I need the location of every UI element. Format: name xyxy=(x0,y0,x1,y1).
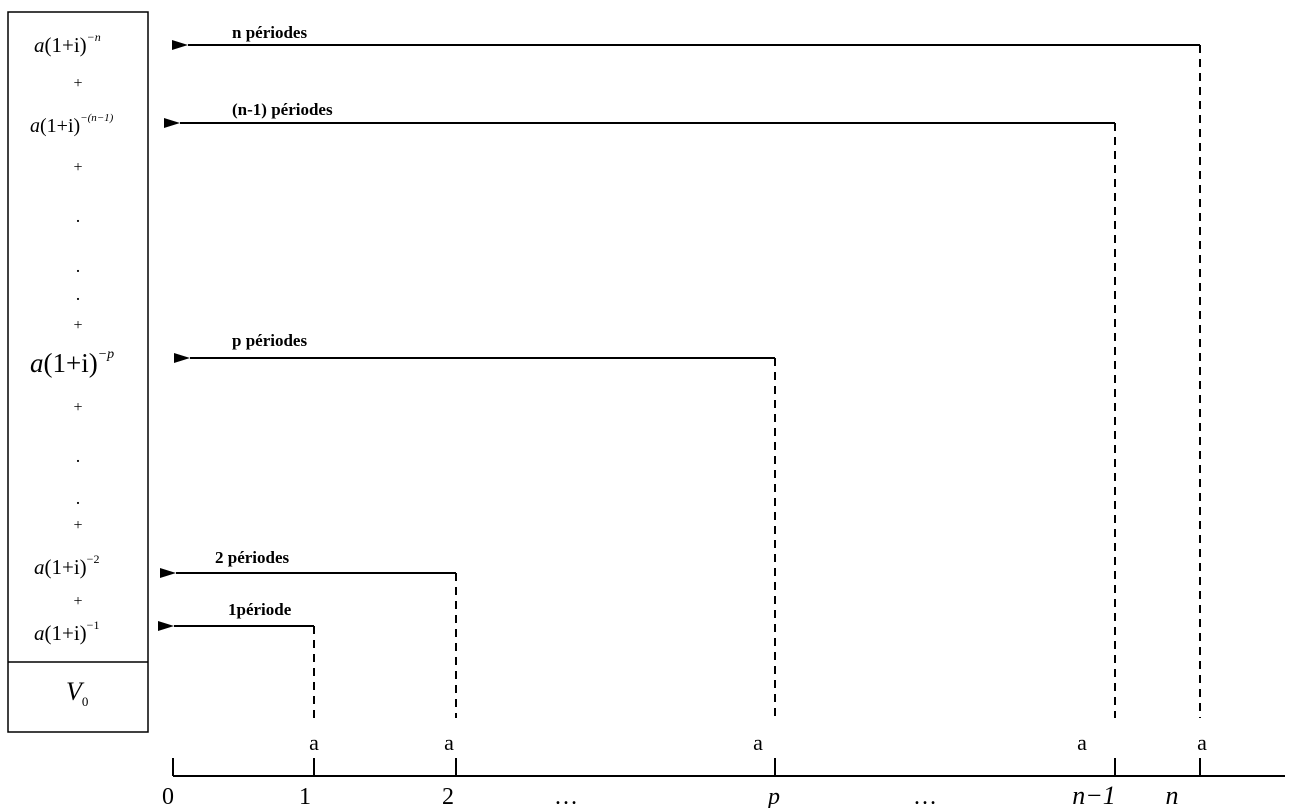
discount-arrow-n: n périodes xyxy=(172,23,1201,718)
tick-label: n−1 xyxy=(1072,781,1116,808)
sum-term-2: a(1+i)−2 xyxy=(34,552,99,579)
svg-text:a(1+i)−n: a(1+i)−n xyxy=(34,30,101,57)
arrow-label: (n-1) périodes xyxy=(232,100,333,119)
svg-text:V0: V0 xyxy=(66,677,88,709)
tick-label: n xyxy=(1166,781,1179,808)
plus-sign: + xyxy=(73,75,82,92)
arrow-label: 1période xyxy=(228,600,292,619)
plus-sign: + xyxy=(73,317,82,334)
tick-label: 1 xyxy=(299,784,311,808)
sum-term-p: a(1+i)−p xyxy=(30,347,114,378)
ellipsis-dot: . xyxy=(76,256,81,276)
ellipsis-dot: . xyxy=(76,446,81,466)
arrow-label: n périodes xyxy=(232,23,307,42)
plus-sign: + xyxy=(73,517,82,534)
discount-arrow-n-minus-1: (n-1) périodes xyxy=(164,100,1116,718)
payment-label: a xyxy=(1077,730,1087,755)
svg-text:a(1+i)−(n−1): a(1+i)−(n−1) xyxy=(30,112,114,137)
ellipsis-dot: . xyxy=(76,488,81,508)
tick-label: p xyxy=(766,784,780,808)
tick-label: 0 xyxy=(162,784,174,808)
sum-term-1: a(1+i)−1 xyxy=(34,618,99,645)
present-value-v0: V0 xyxy=(66,677,88,709)
ellipsis-dot: . xyxy=(76,206,81,226)
sum-term-n: a(1+i)−n xyxy=(34,30,101,57)
plus-sign: + xyxy=(73,399,82,416)
tick-label: 2 xyxy=(442,784,454,808)
ellipsis-dot: . xyxy=(76,284,81,304)
discount-arrow-1: 1période xyxy=(158,600,315,718)
sum-term-n-minus-1: a(1+i)−(n−1) xyxy=(30,112,114,137)
arrow-label: 2 périodes xyxy=(215,548,290,567)
payment-label: a xyxy=(1197,730,1207,755)
discount-arrow-2: 2 périodes xyxy=(160,548,457,718)
payment-label: a xyxy=(309,730,319,755)
payment-label: a xyxy=(444,730,454,755)
sum-box xyxy=(7,11,149,733)
plus-sign: + xyxy=(73,159,82,176)
plus-sign: + xyxy=(73,593,82,610)
tick-label: … xyxy=(554,784,578,808)
tick-label: … xyxy=(913,784,937,808)
svg-text:a(1+i)−1: a(1+i)−1 xyxy=(34,618,99,645)
svg-text:a(1+i)−2: a(1+i)−2 xyxy=(34,552,99,579)
arrow-label: p périodes xyxy=(232,331,307,350)
timeline: a a a a a 0 1 2 … p … n−1 n xyxy=(162,730,1285,808)
svg-text:a(1+i)−p: a(1+i)−p xyxy=(30,347,114,378)
discount-arrow-p: p périodes xyxy=(174,331,776,718)
payment-label: a xyxy=(753,730,763,755)
